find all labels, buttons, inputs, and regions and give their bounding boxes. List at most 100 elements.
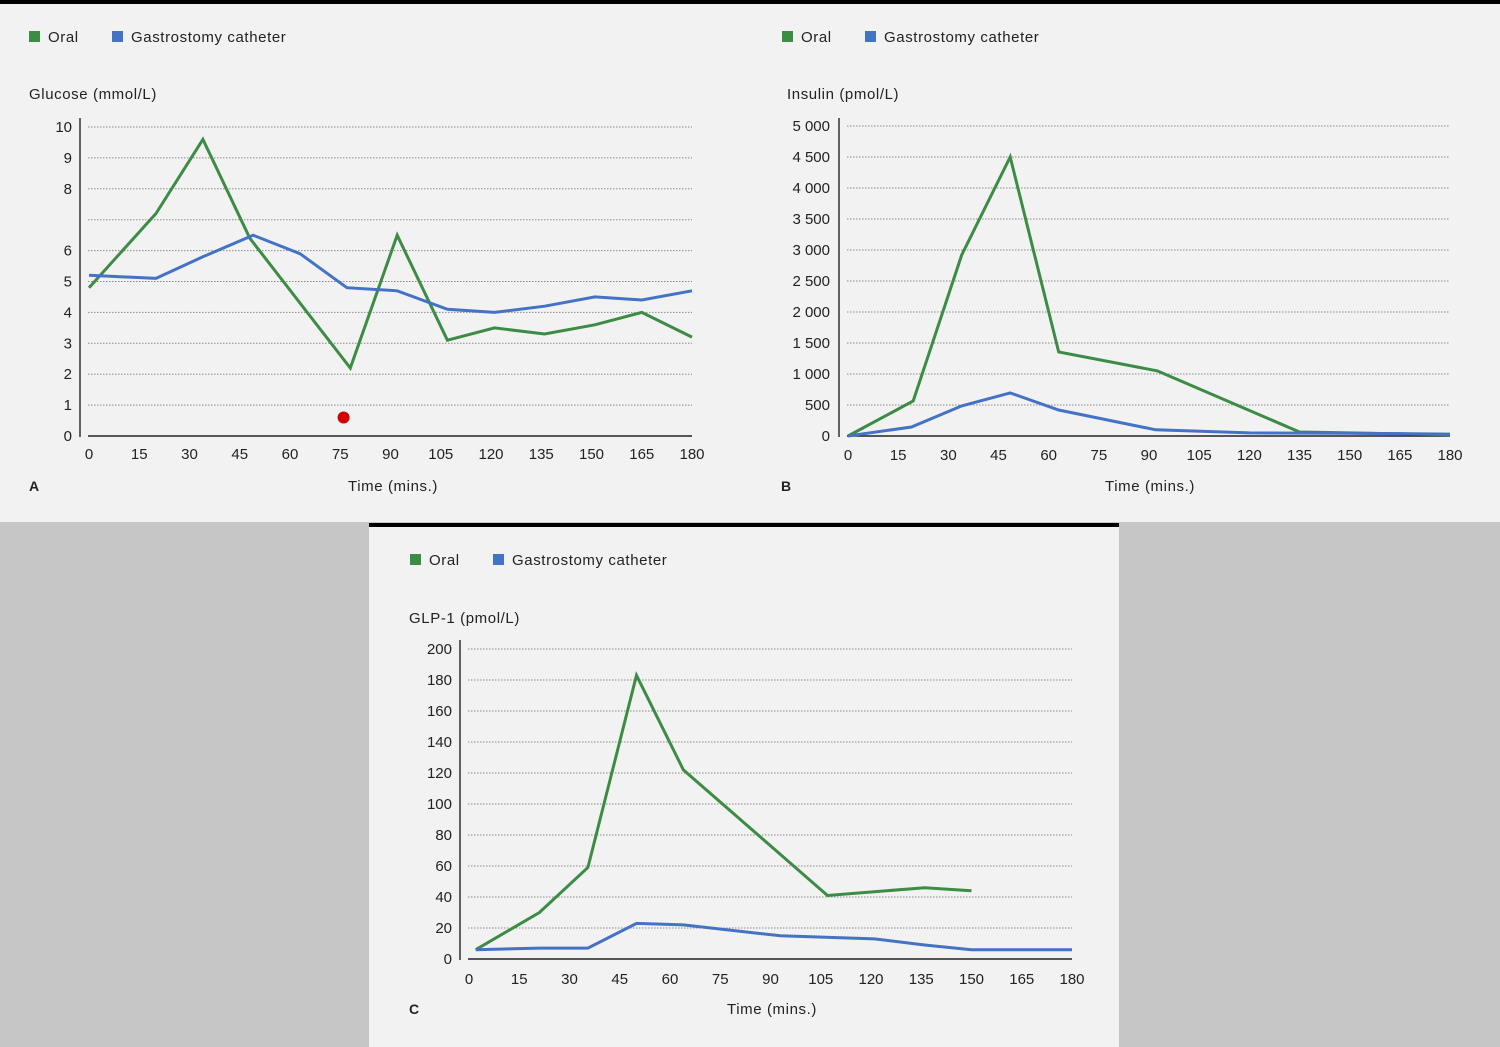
y-axis-title: Glucose (mmol/L) (29, 86, 157, 103)
y-axis-title: GLP-1 (pmol/L) (409, 610, 520, 627)
legend-label: Gastrostomy catheter (131, 29, 286, 46)
chart-c: Oral Gastrostomy catheter GLP-1 (pmol/L) Ti… (409, 552, 1085, 1018)
y-tick-label: 2 (64, 366, 72, 383)
panel-ab (0, 0, 1500, 522)
x-tick-label: 165 (1009, 971, 1034, 988)
x-tick-label: 180 (1059, 971, 1084, 988)
panel-label: B (781, 478, 791, 494)
y-tick-label: 3 000 (792, 242, 830, 259)
y-tick-label: 80 (435, 827, 452, 844)
y-tick-label: 5 000 (792, 118, 830, 135)
y-tick-label: 1 500 (792, 335, 830, 352)
legend-swatch-oral (29, 31, 40, 42)
x-tick-label: 30 (940, 447, 957, 464)
legend-label: Gastrostomy catheter (884, 29, 1039, 46)
y-tick-label: 4 500 (792, 149, 830, 166)
legend-swatch-oral (782, 31, 793, 42)
red-marker-point (337, 411, 350, 424)
y-tick-label: 40 (435, 889, 452, 906)
y-tick-label: 0 (444, 951, 452, 968)
series-line-gastrostomy (847, 391, 1451, 438)
series-line-oral (87, 136, 693, 372)
x-tick-label: 150 (959, 971, 984, 988)
x-tick-label: 90 (382, 446, 399, 463)
legend-swatch-oral (410, 554, 421, 565)
y-tick-label: 1 (64, 397, 72, 414)
x-tick-label: 180 (1437, 447, 1462, 464)
x-tick-label: 105 (1187, 447, 1212, 464)
x-tick-label: 60 (282, 446, 299, 463)
x-axis-title: Time (mins.) (727, 1001, 817, 1018)
x-tick-label: 0 (465, 971, 473, 988)
y-tick-label: 1 000 (792, 366, 830, 383)
x-tick-label: 150 (579, 446, 604, 463)
x-tick-label: 135 (1287, 447, 1312, 464)
panel-label: C (409, 1001, 419, 1017)
y-tick-label: 3 (64, 335, 72, 352)
x-tick-label: 135 (529, 446, 554, 463)
y-tick-label: 2 000 (792, 304, 830, 321)
y-tick-label: 20 (435, 920, 452, 937)
x-tick-label: 75 (712, 971, 729, 988)
y-tick-label: 0 (822, 428, 830, 445)
panel-label: A (29, 478, 39, 494)
legend-label: Oral (48, 29, 79, 46)
series-line-gastrostomy (475, 921, 1072, 952)
x-tick-label: 90 (762, 971, 779, 988)
series-line-oral (474, 670, 972, 951)
y-tick-label: 8 (64, 181, 72, 198)
x-tick-label: 120 (1237, 447, 1262, 464)
x-tick-label: 135 (909, 971, 934, 988)
y-tick-label: 180 (427, 672, 452, 689)
y-axis-title: Insulin (pmol/L) (787, 86, 899, 103)
x-tick-label: 0 (85, 446, 93, 463)
y-tick-label: 100 (427, 796, 452, 813)
y-tick-label: 500 (805, 397, 830, 414)
x-tick-label: 120 (478, 446, 503, 463)
series-line-gastrostomy (88, 233, 693, 314)
x-tick-label: 105 (808, 971, 833, 988)
y-tick-label: 4 (64, 304, 72, 321)
legend-swatch-gastrostomy (112, 31, 123, 42)
x-tick-label: 30 (561, 971, 578, 988)
x-tick-label: 75 (1090, 447, 1107, 464)
x-tick-label: 60 (662, 971, 679, 988)
y-tick-label: 140 (427, 734, 452, 751)
y-tick-label: 6 (64, 243, 72, 260)
chart-a: Oral Gastrostomy catheter Glucose (mmol/L)… (29, 29, 705, 495)
x-axis-title: Time (mins.) (348, 478, 438, 495)
y-tick-label: 200 (427, 641, 452, 658)
y-tick-label: 4 000 (792, 180, 830, 197)
x-tick-label: 180 (679, 446, 704, 463)
x-tick-label: 105 (428, 446, 453, 463)
y-tick-label: 3 500 (792, 211, 830, 228)
x-tick-label: 30 (181, 446, 198, 463)
x-tick-label: 15 (890, 447, 907, 464)
y-tick-label: 10 (55, 119, 72, 136)
x-tick-label: 60 (1040, 447, 1057, 464)
series-line-oral (847, 152, 1451, 438)
y-tick-label: 2 500 (792, 273, 830, 290)
x-tick-label: 45 (231, 446, 248, 463)
x-tick-label: 0 (844, 447, 852, 464)
x-tick-label: 45 (611, 971, 628, 988)
x-tick-label: 150 (1337, 447, 1362, 464)
x-axis-title: Time (mins.) (1105, 478, 1195, 495)
x-tick-label: 45 (990, 447, 1007, 464)
y-tick-label: 9 (64, 150, 72, 167)
legend-label: Oral (429, 552, 460, 569)
legend-swatch-gastrostomy (865, 31, 876, 42)
x-tick-label: 75 (332, 446, 349, 463)
y-tick-label: 120 (427, 765, 452, 782)
x-tick-label: 165 (629, 446, 654, 463)
legend-swatch-gastrostomy (493, 554, 504, 565)
x-tick-label: 120 (858, 971, 883, 988)
y-tick-label: 60 (435, 858, 452, 875)
x-tick-label: 165 (1387, 447, 1412, 464)
legend-label: Gastrostomy catheter (512, 552, 667, 569)
legend-label: Oral (801, 29, 832, 46)
x-tick-label: 15 (131, 446, 148, 463)
y-tick-label: 5 (64, 274, 72, 291)
y-tick-label: 0 (64, 428, 72, 445)
